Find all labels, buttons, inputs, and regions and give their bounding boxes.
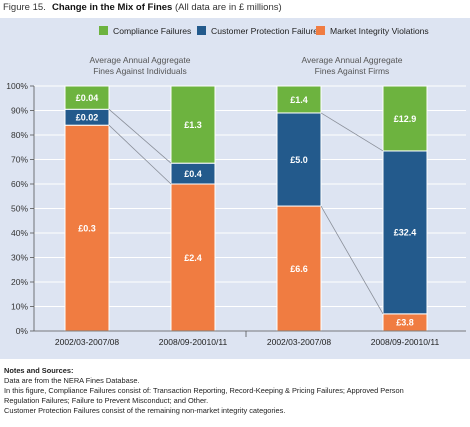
y-tick-label: 50% — [11, 204, 28, 214]
connector-line — [320, 205, 384, 315]
x-category-label: 2008/09-20010/11 — [371, 337, 440, 347]
connector-line — [320, 112, 384, 152]
notes-line: Data are from the NERA Fines Database. — [4, 376, 140, 385]
legend-label: Customer Protection Failures — [211, 26, 322, 36]
stacked-bar-chart: Compliance Failures Customer Protection F… — [6, 26, 466, 347]
axes: 0% 10% 20% 30% 40% 50% 60% 70% 80% 90% 100% 2002/03… — [6, 81, 466, 347]
legend-label: Market Integrity Violations — [330, 26, 429, 36]
notes-heading: Notes and Sources: — [4, 366, 74, 375]
bar-value-label: £0.4 — [184, 169, 202, 179]
chart-panel: Compliance Failures Customer Protection F… — [0, 18, 470, 359]
group-title: Average Annual Aggregate — [90, 55, 191, 65]
figure-number: Figure 15. — [3, 2, 46, 13]
bar-segment — [382, 150, 428, 315]
bar-segment — [170, 85, 216, 164]
bar-value-label: £12.9 — [394, 114, 417, 124]
notes-line: Regulation Failures; Failure to Prevent … — [4, 396, 209, 405]
bar-value-label: £2.4 — [184, 253, 202, 263]
bar-value-label: £0.02 — [76, 113, 99, 123]
y-tick-label: 100% — [6, 81, 28, 91]
y-tick-label: 20% — [11, 277, 28, 287]
x-category-label: 2002/03-2007/08 — [55, 337, 120, 347]
group-title: Average Annual Aggregate — [302, 55, 403, 65]
y-tick-label: 0% — [16, 326, 29, 336]
bar-value-label: £32.4 — [394, 228, 417, 238]
x-category-label: 2008/09-20010/11 — [159, 337, 228, 347]
connector-line — [108, 124, 172, 185]
connector-lines — [108, 108, 384, 315]
legend-label: Compliance Failures — [113, 26, 191, 36]
bar-value-label: £1.4 — [290, 95, 308, 105]
y-tick-label: 40% — [11, 228, 28, 238]
y-tick-label: 60% — [11, 179, 28, 189]
legend-swatch — [99, 26, 108, 35]
y-tick-label: 80% — [11, 130, 28, 140]
y-tick-label: 90% — [11, 106, 28, 116]
bar-segment — [64, 85, 110, 110]
group-title: Fines Against Firms — [315, 66, 390, 76]
bar-segment — [276, 85, 322, 114]
bar-value-label: £0.3 — [78, 223, 96, 233]
bar-value-label: £6.6 — [290, 264, 308, 274]
connector-line — [108, 108, 172, 164]
data-labels: £0.3 £0.02 £0.04 £2.4 £0.4 £1.3 £6.6 £5.0 £1.4 £3… — [76, 93, 417, 328]
notes-line: In this figure, Compliance Failures cons… — [4, 386, 404, 395]
figure-subtitle: (All data are in £ millions) — [174, 2, 282, 13]
bar-segment — [276, 112, 322, 207]
figure-header: Figure 15. Change in the Mix of Fines (A… — [0, 0, 470, 18]
y-tick-label: 70% — [11, 155, 28, 165]
figure-title-line: Change in the Mix of Fines (All data are… — [52, 1, 282, 15]
y-tick-label: 30% — [11, 253, 28, 263]
bar-value-label: £3.8 — [396, 318, 414, 328]
bar-segment — [276, 205, 322, 332]
legend: Compliance Failures Customer Protection F… — [99, 26, 429, 36]
figure-title: Change in the Mix of Fines — [52, 2, 173, 13]
notes-section: Notes and Sources: Data are from the NER… — [4, 366, 466, 416]
bar-value-label: £0.04 — [76, 93, 99, 103]
y-tick-label: 10% — [11, 302, 28, 312]
bar-value-label: £1.3 — [184, 120, 202, 130]
notes-line: Customer Protection Failures consist of … — [4, 406, 286, 415]
legend-swatch — [316, 26, 325, 35]
x-category-label: 2002/03-2007/08 — [267, 337, 332, 347]
bar-segment — [382, 85, 428, 152]
bars — [64, 85, 428, 332]
group-title: Fines Against Individuals — [93, 66, 187, 76]
bar-value-label: £5.0 — [290, 155, 308, 165]
legend-swatch — [197, 26, 206, 35]
